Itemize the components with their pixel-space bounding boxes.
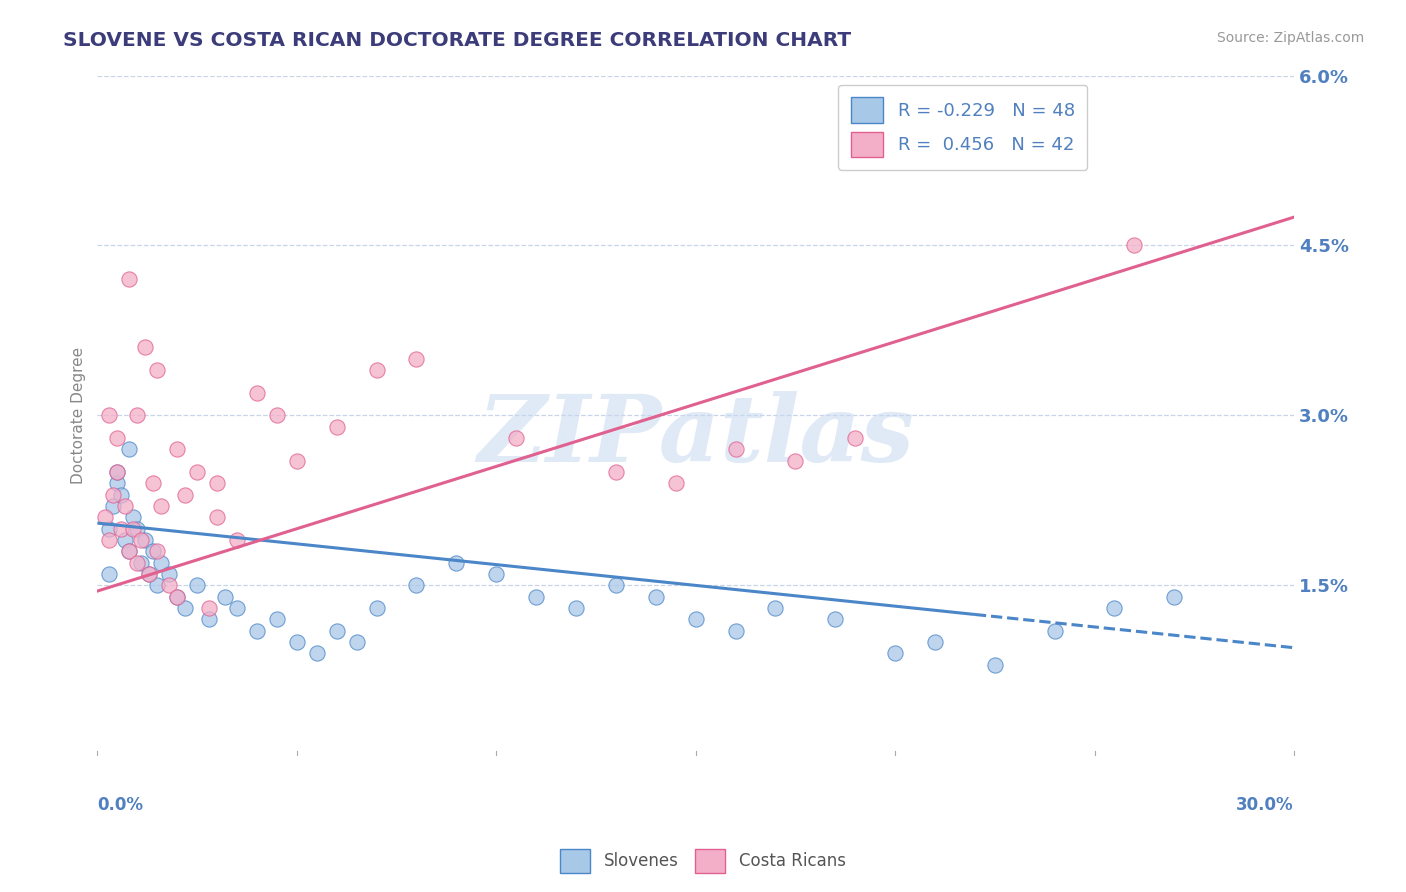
Point xyxy=(110,488,132,502)
Point xyxy=(138,567,160,582)
Point xyxy=(142,476,165,491)
Point xyxy=(146,578,169,592)
Point xyxy=(1043,624,1066,638)
Point xyxy=(122,510,145,524)
Point xyxy=(366,601,388,615)
Point xyxy=(205,476,228,491)
Point xyxy=(325,419,347,434)
Point xyxy=(685,612,707,626)
Point xyxy=(98,409,121,423)
Point xyxy=(94,510,117,524)
Point xyxy=(285,454,308,468)
Point xyxy=(110,522,132,536)
Point xyxy=(166,442,188,457)
Point xyxy=(98,522,121,536)
Point xyxy=(166,590,188,604)
Point xyxy=(785,454,807,468)
Point xyxy=(285,635,308,649)
Point xyxy=(246,624,269,638)
Point xyxy=(186,578,208,592)
Point xyxy=(134,533,156,547)
Point xyxy=(366,363,388,377)
Point xyxy=(605,465,627,479)
Text: 30.0%: 30.0% xyxy=(1236,797,1294,814)
Point xyxy=(98,533,121,547)
Point xyxy=(485,567,508,582)
Point xyxy=(246,385,269,400)
Point xyxy=(134,341,156,355)
Point xyxy=(505,431,527,445)
Point xyxy=(924,635,946,649)
Point xyxy=(186,465,208,479)
Text: Source: ZipAtlas.com: Source: ZipAtlas.com xyxy=(1216,31,1364,45)
Point xyxy=(524,590,547,604)
Text: SLOVENE VS COSTA RICAN DOCTORATE DEGREE CORRELATION CHART: SLOVENE VS COSTA RICAN DOCTORATE DEGREE … xyxy=(63,31,852,50)
Point xyxy=(142,544,165,558)
Point xyxy=(129,556,152,570)
Point xyxy=(127,556,149,570)
Point xyxy=(1104,601,1126,615)
Point xyxy=(114,533,136,547)
Point xyxy=(405,578,427,592)
Point xyxy=(127,522,149,536)
Point xyxy=(103,499,125,513)
Point xyxy=(446,556,468,570)
Point xyxy=(98,567,121,582)
Point xyxy=(146,363,169,377)
Point xyxy=(665,476,688,491)
Point xyxy=(644,590,666,604)
Point xyxy=(150,556,173,570)
Point xyxy=(984,657,1007,672)
Point xyxy=(127,409,149,423)
Point xyxy=(118,544,141,558)
Point xyxy=(198,601,221,615)
Point xyxy=(166,590,188,604)
Y-axis label: Doctorate Degree: Doctorate Degree xyxy=(72,347,86,484)
Point xyxy=(157,567,180,582)
Point xyxy=(150,499,173,513)
Legend: Slovenes, Costa Ricans: Slovenes, Costa Ricans xyxy=(554,842,852,880)
Point xyxy=(118,442,141,457)
Point xyxy=(844,431,866,445)
Point xyxy=(174,601,197,615)
Point xyxy=(103,488,125,502)
Point xyxy=(305,646,328,660)
Point xyxy=(118,544,141,558)
Point xyxy=(198,612,221,626)
Point xyxy=(226,601,249,615)
Point xyxy=(346,635,368,649)
Point xyxy=(405,351,427,366)
Point xyxy=(105,465,128,479)
Point xyxy=(824,612,846,626)
Point xyxy=(118,272,141,286)
Text: ZIPatlas: ZIPatlas xyxy=(477,391,914,481)
Point xyxy=(122,522,145,536)
Point xyxy=(565,601,588,615)
Point xyxy=(114,499,136,513)
Point xyxy=(146,544,169,558)
Point xyxy=(765,601,787,615)
Point xyxy=(174,488,197,502)
Point xyxy=(138,567,160,582)
Point xyxy=(266,409,288,423)
Point xyxy=(325,624,347,638)
Point xyxy=(105,431,128,445)
Point xyxy=(1163,590,1185,604)
Point xyxy=(205,510,228,524)
Point xyxy=(105,465,128,479)
Point xyxy=(266,612,288,626)
Point xyxy=(1123,238,1146,252)
Point xyxy=(884,646,907,660)
Point xyxy=(129,533,152,547)
Point xyxy=(214,590,236,604)
Text: 0.0%: 0.0% xyxy=(97,797,143,814)
Point xyxy=(226,533,249,547)
Point xyxy=(724,442,747,457)
Point xyxy=(724,624,747,638)
Legend: R = -0.229   N = 48, R =  0.456   N = 42: R = -0.229 N = 48, R = 0.456 N = 42 xyxy=(838,85,1087,170)
Point xyxy=(605,578,627,592)
Point xyxy=(105,476,128,491)
Point xyxy=(157,578,180,592)
